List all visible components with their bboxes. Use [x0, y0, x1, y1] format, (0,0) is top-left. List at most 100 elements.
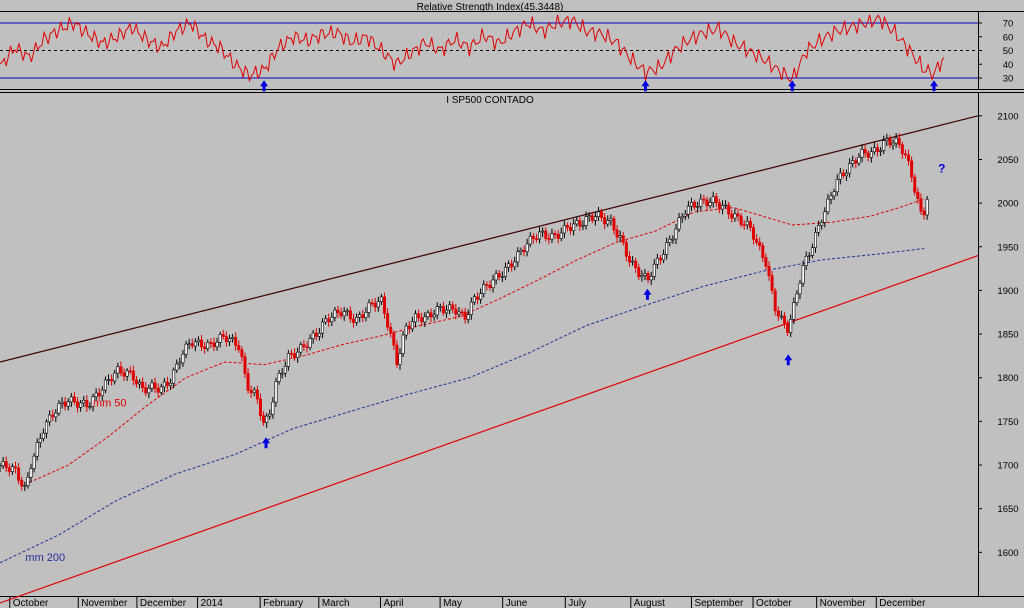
candle-down [727, 204, 731, 215]
candle-up [48, 414, 52, 423]
candle-up [60, 401, 64, 404]
candle-down [7, 467, 11, 472]
candle-down [289, 353, 293, 355]
candle-down [922, 210, 926, 216]
candle-up [779, 315, 783, 318]
candle-down [156, 388, 160, 393]
candle-up [606, 220, 610, 225]
x-tick-label: April [383, 598, 403, 608]
candle-down [4, 461, 8, 468]
candle-down [739, 215, 743, 225]
candle-up [562, 225, 566, 234]
price-y-tick-label: 1650 [997, 504, 1018, 515]
candle-up [810, 247, 814, 256]
x-tick-label: November [820, 598, 867, 608]
candle-up [584, 216, 588, 226]
candle-up [57, 403, 61, 414]
price-title: I SP500 CONTADO [446, 95, 534, 106]
candle-up [662, 254, 666, 261]
rsi-y-tick-label: 60 [1003, 32, 1014, 43]
candle-down [770, 275, 774, 292]
candle-up [581, 225, 585, 227]
rsi-y-tick-label: 40 [1003, 60, 1014, 71]
up-arrow-icon [262, 437, 271, 449]
candle-down [903, 153, 907, 156]
candle-down [658, 257, 662, 261]
candle-down [63, 401, 67, 407]
candle-up [277, 372, 281, 382]
candle-up [689, 201, 693, 207]
candle-up [35, 442, 39, 457]
candle-up [823, 211, 827, 223]
candle-down [637, 267, 641, 278]
candle-up [789, 319, 793, 333]
candle-down [460, 311, 464, 314]
mm200-line [0, 248, 925, 564]
candle-up [280, 372, 284, 375]
candle-up [593, 216, 597, 221]
candle-down [714, 196, 718, 203]
candle-down [717, 202, 721, 210]
candle-up [379, 296, 383, 302]
candle-up [674, 228, 678, 240]
candle-down [395, 344, 399, 365]
candle-up [925, 199, 929, 216]
x-tick-label: December [879, 598, 926, 608]
candle-up [227, 338, 231, 342]
candle-up [286, 353, 290, 367]
candle-up [79, 402, 83, 408]
candle-down [621, 235, 625, 243]
candle-up [330, 317, 334, 323]
candle-down [522, 249, 526, 252]
up-arrow-icon [784, 354, 793, 366]
candle-down [119, 366, 123, 374]
candle-up [296, 351, 300, 359]
candle-up [445, 309, 449, 314]
candle-down [97, 392, 101, 397]
candle-down [200, 339, 204, 348]
candle-down [624, 242, 628, 257]
candle-up [559, 232, 563, 239]
candle-down [463, 311, 467, 320]
candle-down [165, 381, 169, 386]
candle-down [370, 302, 374, 305]
candle-up [494, 273, 498, 281]
candle-down [51, 414, 55, 418]
candle-up [376, 301, 380, 308]
candle-up [835, 179, 839, 193]
candle-up [38, 438, 42, 443]
candle-up [187, 343, 191, 345]
moving-averages [0, 198, 925, 564]
candle-up [550, 233, 554, 240]
candle-up [283, 366, 287, 374]
candle-up [491, 279, 495, 288]
candle-up [671, 238, 675, 241]
candle-down [841, 172, 845, 177]
candle-up [686, 205, 690, 215]
candle-up [26, 476, 30, 486]
candle-down [243, 356, 247, 374]
price-y-tick-label: 1950 [997, 242, 1018, 253]
candle-up [448, 304, 452, 311]
candle-down [547, 238, 551, 240]
candle-down [190, 343, 194, 347]
resistance-trendline [0, 115, 979, 363]
candle-down [351, 318, 355, 323]
candle-up [0, 465, 2, 468]
candle-down [544, 230, 548, 239]
candle-down [897, 137, 901, 145]
candle-up [333, 309, 337, 318]
candle-down [240, 349, 244, 357]
candle-down [153, 382, 157, 389]
candle-up [401, 334, 405, 354]
candle-up [54, 412, 58, 418]
candle-down [910, 160, 914, 178]
candle-down [755, 238, 759, 243]
rsi-title: Relative Strength Index(45.3448) [417, 2, 564, 13]
candle-up [398, 353, 402, 365]
candle-up [311, 332, 315, 339]
candle-up [699, 198, 703, 207]
x-tick-label: June [506, 598, 528, 608]
candle-down [634, 260, 638, 268]
